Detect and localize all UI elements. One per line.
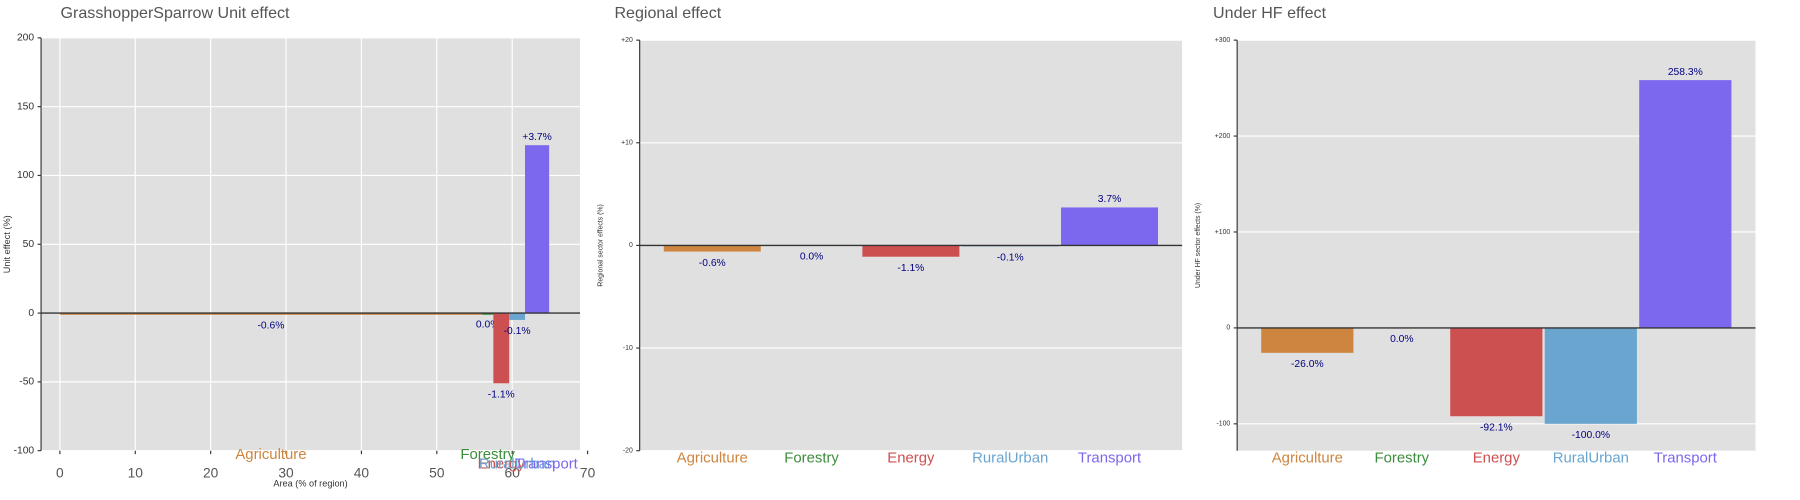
x-tick-label: 40: [354, 465, 370, 480]
x-tick-label: 60: [505, 465, 521, 480]
data-label: 0.0%: [800, 252, 824, 263]
x-tick-label: 20: [203, 465, 219, 480]
category-label: Energy: [1473, 451, 1521, 467]
category-label: Transport: [1654, 451, 1718, 467]
y-tick-label: -20: [623, 448, 633, 455]
bar: [1639, 80, 1732, 328]
x-tick-label: 50: [429, 465, 445, 480]
category-label: Agriculture: [677, 451, 748, 467]
data-label: -92.1%: [1480, 422, 1513, 433]
y-tick-label: 150: [17, 101, 34, 112]
y-tick-label: -100: [14, 445, 35, 456]
data-label: 3.7%: [1098, 194, 1122, 205]
data-label: 0.0%: [1390, 334, 1414, 345]
x-axis-label: Area (% of region): [273, 478, 347, 488]
bar: [493, 313, 510, 384]
category-label: Energy: [478, 456, 526, 472]
bar: [1261, 327, 1354, 353]
y-tick-label: 0: [629, 242, 633, 249]
bar: [663, 245, 761, 252]
data-label: +3.7%: [522, 132, 552, 143]
y-tick-label: +20: [621, 37, 633, 44]
category-label: Forestry: [1375, 451, 1430, 467]
data-label: -26.0%: [1291, 359, 1324, 370]
y-tick-label: -50: [19, 377, 34, 388]
category-label: Forestry: [784, 451, 839, 467]
data-label: -0.1%: [997, 253, 1024, 264]
bar: [482, 313, 494, 315]
bar: [1450, 327, 1543, 417]
x-tick-label: 10: [128, 465, 144, 480]
y-axis-label: Under HF sector effects (%): [1195, 203, 1202, 288]
x-tick-label: 0: [56, 465, 64, 480]
y-tick-label: +300: [1215, 37, 1231, 44]
bar: [525, 145, 550, 314]
y-tick-label: -100: [1217, 421, 1231, 428]
y-tick-label: 200: [17, 33, 34, 44]
bar: [1061, 207, 1159, 246]
y-tick-label: 100: [17, 170, 34, 181]
data-label: 0.0%: [476, 319, 500, 330]
y-tick-label: -10: [623, 345, 633, 352]
x-tick-label: 70: [580, 465, 596, 480]
data-label: -0.6%: [257, 321, 284, 332]
y-tick-label: +200: [1215, 133, 1231, 140]
bar: [862, 245, 960, 257]
data-label: 258.3%: [1668, 67, 1703, 78]
x-tick-label: 30: [278, 465, 294, 480]
y-tick-label: 0: [28, 308, 34, 319]
chart-title: Under HF effect: [1213, 4, 1327, 22]
chart-title: Regional effect: [614, 4, 721, 22]
category-label: RuralUrban: [972, 451, 1048, 467]
category-label: RuralUrban: [479, 456, 555, 472]
bar: [509, 313, 526, 320]
data-label: -1.1%: [897, 263, 924, 274]
y-tick-label: 50: [23, 239, 35, 250]
y-tick-label: 0: [1226, 325, 1230, 332]
bar: [59, 313, 483, 315]
data-label: -0.1%: [504, 326, 531, 337]
data-label: -1.1%: [488, 389, 515, 400]
category-label: Transport: [515, 456, 579, 472]
y-axis-label: Regional sector effects (%): [598, 204, 605, 286]
category-label: Energy: [887, 451, 935, 467]
data-label: -0.6%: [699, 258, 726, 269]
category-label: Transport: [1078, 451, 1142, 467]
chart-title: GrasshopperSparrow Unit effect: [61, 4, 290, 22]
data-label: -100.0%: [1572, 430, 1610, 441]
category-label: Agriculture: [235, 447, 306, 463]
category-label: Agriculture: [1272, 451, 1343, 467]
y-tick-label: +100: [1215, 229, 1231, 236]
category-label: Forestry: [460, 447, 515, 463]
y-tick-label: +10: [621, 140, 633, 147]
y-axis-label: Unit effect (%): [2, 215, 12, 273]
bar: [1544, 327, 1637, 424]
category-label: RuralUrban: [1553, 451, 1629, 467]
